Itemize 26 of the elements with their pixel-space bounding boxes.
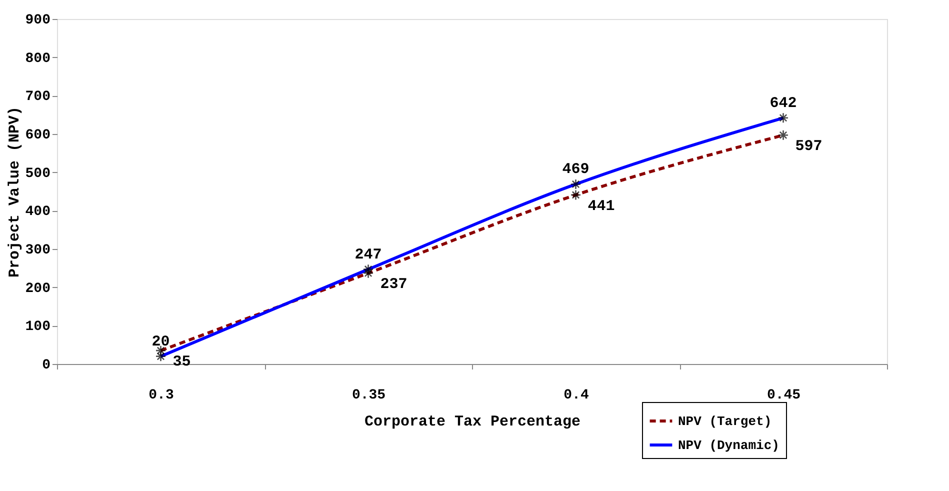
data-label: 469 [562,161,590,178]
y-tick-label: 100 [25,319,50,336]
x-tick-label: 0.45 [766,388,801,404]
y-tick-label: 800 [25,50,50,67]
y-tick-label: 900 [25,12,50,28]
data-label: 642 [770,94,797,112]
y-axis-title: Project Value (NPV) [6,106,24,278]
data-label: 441 [588,198,615,215]
legend-label: NPV (Dynamic) [678,438,780,453]
x-tick-label: 0.35 [352,388,386,404]
data-label: 20 [152,333,170,350]
x-tick-label: 0.3 [148,388,174,404]
data-label: 237 [380,276,408,294]
data-label: 597 [795,138,822,156]
y-tick-label: 0 [42,358,50,374]
data-label: 35 [172,354,191,371]
y-tick-label: 600 [25,128,50,144]
x-axis-title: Corporate Tax Percentage [364,414,581,430]
y-tick-label: 500 [25,166,50,182]
data-label: 247 [354,246,382,264]
y-tick-label: 700 [25,89,50,106]
y-tick-label: 400 [25,204,50,220]
y-tick-label: 300 [25,242,50,258]
legend-label: NPV (Target) [678,414,772,429]
x-tick-label: 0.4 [564,388,589,404]
y-tick-label: 200 [25,280,50,297]
